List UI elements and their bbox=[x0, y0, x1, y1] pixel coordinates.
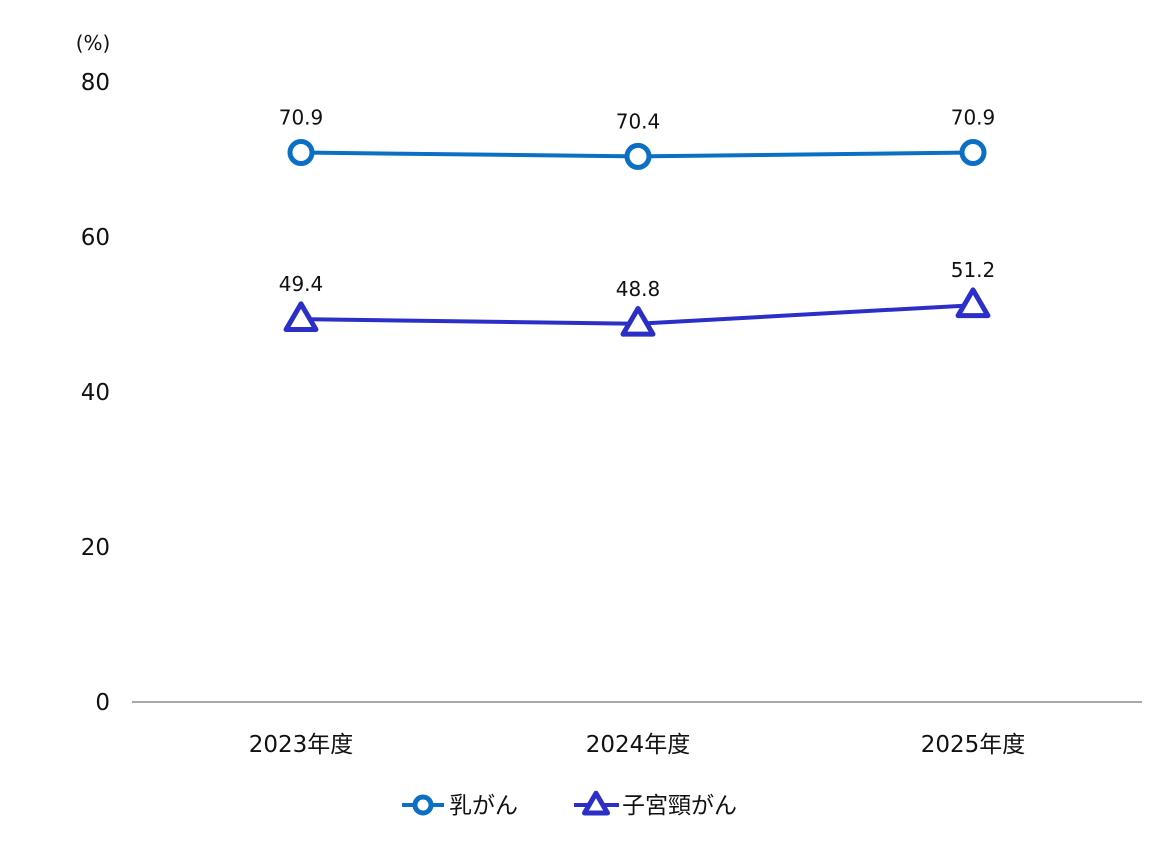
data-label: 70.4 bbox=[616, 109, 661, 133]
series-group: 70.9 70.4 70.9 bbox=[279, 106, 996, 170]
triangle-marker bbox=[620, 305, 656, 337]
legend-label: 乳がん bbox=[449, 793, 518, 819]
triangle-marker bbox=[955, 287, 991, 319]
legend: 乳がん 子宮頸がん bbox=[402, 790, 737, 819]
triangle-marker bbox=[283, 301, 319, 333]
data-label: 51.2 bbox=[951, 258, 996, 282]
legend-item: 乳がん bbox=[402, 793, 518, 819]
y-tick-label: 20 bbox=[81, 535, 110, 561]
data-label: 70.9 bbox=[951, 106, 996, 130]
circle-marker bbox=[412, 794, 434, 816]
series-group: 49.4 48.8 51.2 bbox=[279, 258, 996, 337]
x-axis-ticks: 2023年度 2024年度 2025年度 bbox=[249, 732, 1026, 758]
data-label: 49.4 bbox=[279, 272, 324, 296]
x-tick-label: 2023年度 bbox=[249, 732, 354, 758]
data-label: 70.9 bbox=[279, 106, 324, 130]
triangle-marker bbox=[582, 790, 610, 816]
x-tick-label: 2025年度 bbox=[921, 732, 1026, 758]
y-tick-label: 40 bbox=[81, 380, 110, 406]
y-axis-unit-label: (%) bbox=[76, 31, 111, 55]
series-layer: 70.9 70.4 70.9 49.4 48.8 51.2 bbox=[279, 106, 996, 337]
y-tick-label: 80 bbox=[81, 70, 110, 96]
y-axis-ticks: 0 20 40 60 80 bbox=[81, 70, 110, 716]
y-tick-label: 60 bbox=[81, 225, 110, 251]
circle-marker bbox=[959, 139, 987, 167]
x-tick-label: 2024年度 bbox=[586, 732, 691, 758]
legend-item: 子宮頸がん bbox=[574, 790, 737, 819]
circle-marker bbox=[287, 139, 315, 167]
data-label: 48.8 bbox=[616, 277, 661, 301]
y-tick-label: 0 bbox=[95, 690, 110, 716]
circle-marker bbox=[624, 142, 652, 170]
legend-label: 子宮頸がん bbox=[622, 793, 737, 819]
